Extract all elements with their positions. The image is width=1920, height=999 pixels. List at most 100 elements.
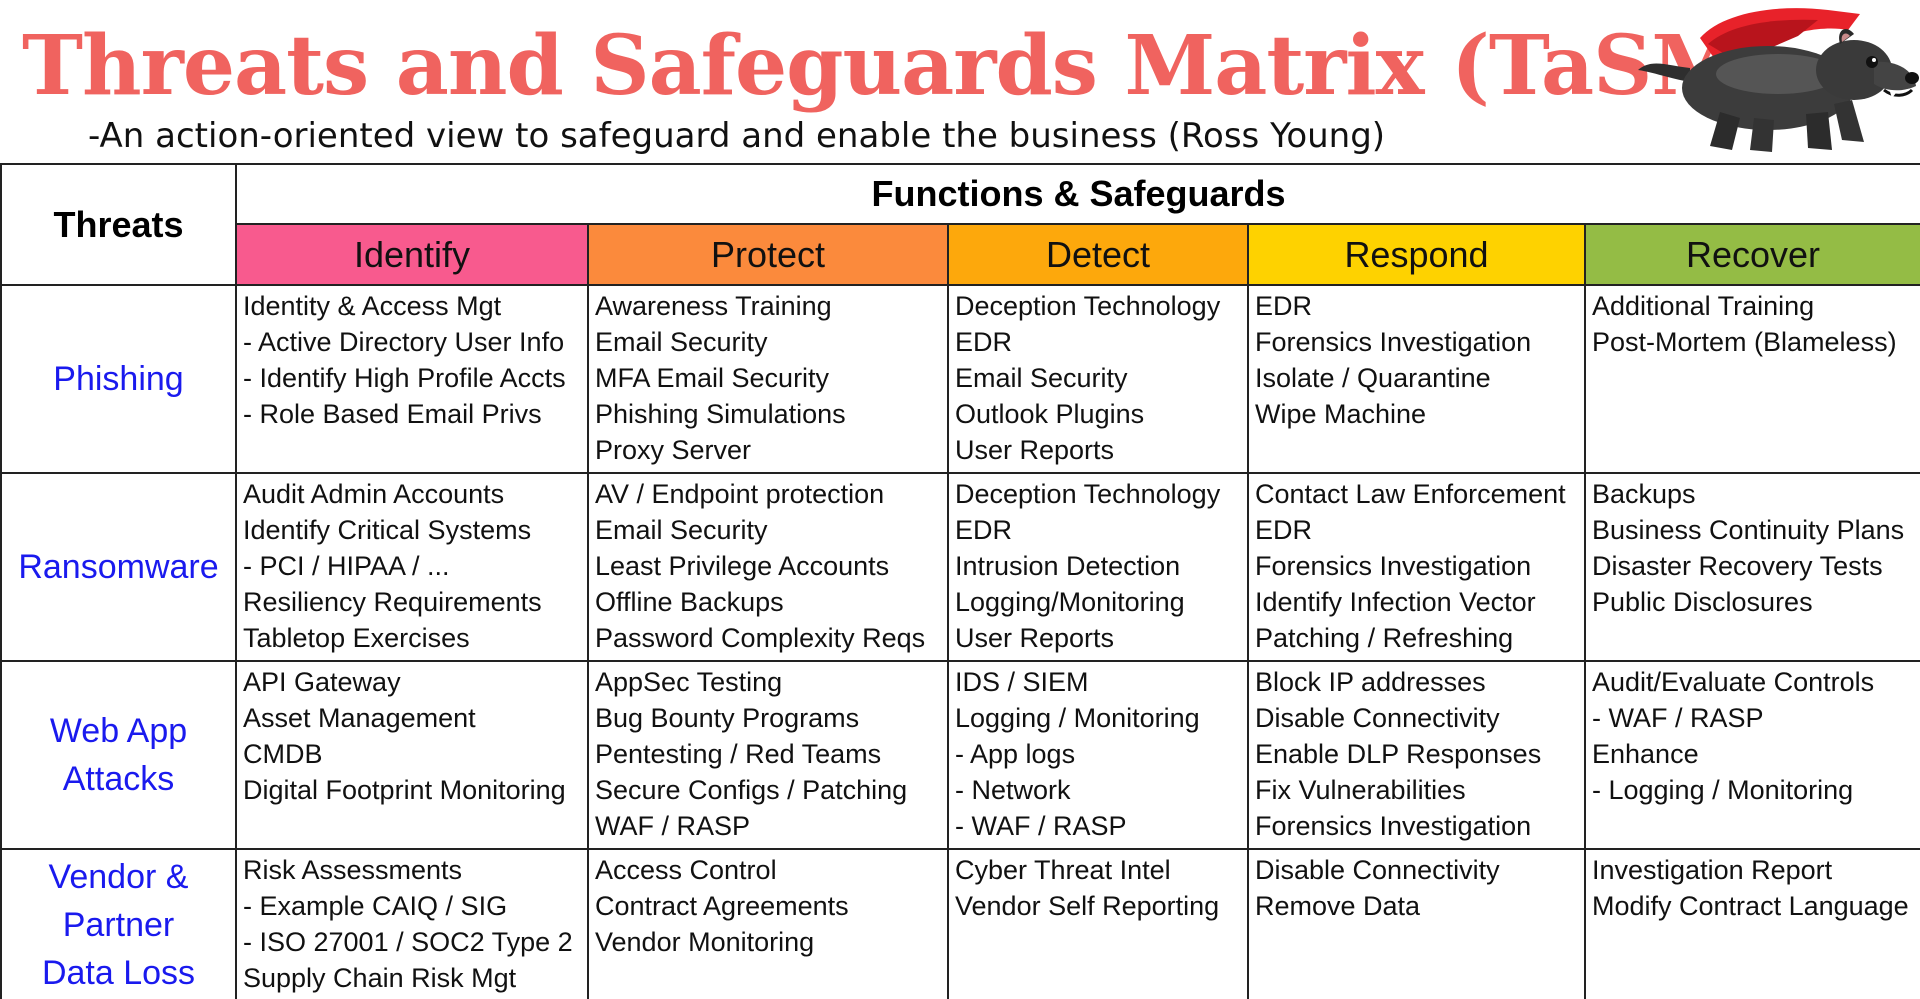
- safeguard-item: Password Complexity Reqs: [595, 623, 926, 653]
- safeguard-item: Asset Management: [243, 703, 476, 733]
- functions-safeguards-header: Functions & Safeguards: [234, 163, 1920, 225]
- safeguard-item: Deception Technology: [955, 291, 1221, 321]
- safeguard-cell-protect: Access Control Contract Agreements Vendor …: [587, 848, 949, 999]
- safeguard-cell-detect: Deception Technology EDR Email Security Out…: [947, 284, 1249, 474]
- safeguard-item: Logging/Monitoring: [955, 587, 1185, 617]
- safeguard-item: Deception Technology: [955, 479, 1221, 509]
- safeguard-item: IDS / SIEM: [955, 667, 1089, 697]
- safeguard-cell-recover: Audit/Evaluate Controls - WAF / RASP Enhan…: [1583, 660, 1920, 850]
- safeguard-item: - App logs: [955, 739, 1076, 769]
- safeguard-item: Business Continuity Plans: [1592, 515, 1905, 545]
- function-header-protect: Protect: [587, 223, 949, 286]
- safeguard-item: EDR: [955, 515, 1013, 545]
- safeguard-item: Logging / Monitoring: [955, 703, 1200, 733]
- safeguard-item: WAF / RASP: [595, 811, 751, 841]
- safeguard-item: User Reports: [955, 623, 1115, 653]
- safeguard-item: Post-Mortem (Blameless): [1592, 327, 1897, 357]
- safeguard-item: AV / Endpoint protection: [595, 479, 885, 509]
- safeguard-item: Additional Training: [1592, 291, 1815, 321]
- function-header-identify: Identify: [235, 223, 589, 286]
- threat-cell: Phishing: [0, 284, 237, 474]
- safeguard-item: Fix Vulnerabilities: [1255, 775, 1466, 805]
- threat-label: Phishing: [53, 360, 184, 398]
- safeguard-item: Public Disclosures: [1592, 587, 1813, 617]
- tasmanian-devil-mascot-icon: [1638, 8, 1919, 152]
- safeguard-item: Audit Admin Accounts: [243, 479, 505, 509]
- safeguard-item: Email Security: [955, 363, 1128, 393]
- safeguard-item: Email Security: [595, 515, 768, 545]
- safeguard-item: Cyber Threat Intel: [955, 855, 1171, 885]
- safeguard-item: MFA Email Security: [595, 363, 830, 393]
- threats-column-header: Threats: [0, 163, 237, 286]
- table-row: Vendor & Partner Data Loss Risk Assessments…: [0, 848, 1920, 999]
- function-header-recover: Recover: [1583, 223, 1920, 286]
- safeguard-item: User Reports: [955, 435, 1115, 465]
- safeguard-item: Modify Contract Language: [1592, 891, 1909, 921]
- threat-label: Data Loss: [41, 954, 196, 992]
- safeguard-item: - Example CAIQ / SIG: [243, 891, 508, 921]
- safeguard-item: Digital Footprint Monitoring: [243, 775, 566, 805]
- safeguard-item: Backups: [1592, 479, 1696, 509]
- threat-label: Vendor &: [48, 858, 189, 896]
- safeguard-item: Contact Law Enforcement: [1255, 479, 1566, 509]
- safeguard-item: - Active Directory User Info: [243, 327, 565, 357]
- safeguard-cell-protect: Awareness Training Email Security MFA Emai…: [587, 284, 949, 474]
- matrix-body: Phishing Identity & Access Mgt - Active Di…: [0, 284, 1920, 999]
- safeguard-item: Remove Data: [1255, 891, 1421, 921]
- safeguard-item: EDR: [1255, 515, 1313, 545]
- safeguard-item: API Gateway: [243, 667, 401, 697]
- safeguard-item: Disable Connectivity: [1255, 703, 1500, 733]
- safeguard-item: Forensics Investigation: [1255, 327, 1532, 357]
- safeguard-cell-detect: Cyber Threat Intel Vendor Self Reporting: [947, 848, 1249, 999]
- safeguard-item: - Logging / Monitoring: [1592, 775, 1854, 805]
- safeguard-cell-respond: EDR Forensics Investigation Isolate / Quar…: [1247, 284, 1586, 474]
- safeguard-item: - Network: [955, 775, 1071, 805]
- safeguard-cell-identify: Risk Assessments - Example CAIQ / SIG - IS…: [235, 848, 589, 999]
- safeguard-item: Block IP addresses: [1255, 667, 1486, 697]
- safeguard-cell-recover: Backups Business Continuity Plans Disaster…: [1583, 472, 1920, 662]
- safeguard-item: Vendor Self Reporting: [955, 891, 1220, 921]
- safeguard-item: Identity & Access Mgt: [243, 291, 502, 321]
- safeguard-item: Pentesting / Red Teams: [595, 739, 882, 769]
- safeguard-item: Secure Configs / Patching: [595, 775, 908, 805]
- safeguard-cell-protect: AV / Endpoint protection Email Security Le…: [587, 472, 949, 662]
- safeguard-item: Investigation Report: [1592, 855, 1833, 885]
- safeguard-item: Resiliency Requirements: [243, 587, 542, 617]
- safeguard-item: Disaster Recovery Tests: [1592, 551, 1883, 581]
- safeguard-item: Enhance: [1592, 739, 1699, 769]
- header-row-functions: Threats Functions & Safeguards: [0, 163, 1920, 286]
- safeguard-item: Awareness Training: [595, 291, 832, 321]
- safeguard-item: Tabletop Exercises: [243, 623, 470, 653]
- function-header-detect: Detect: [947, 223, 1249, 286]
- threat-cell: Ransomware: [0, 472, 237, 662]
- safeguard-item: EDR: [955, 327, 1013, 357]
- safeguard-cell-protect: AppSec Testing Bug Bounty Programs Pentest…: [587, 660, 949, 850]
- safeguard-item: - ISO 27001 / SOC2 Type 2: [243, 927, 573, 957]
- safeguard-item: - WAF / RASP: [955, 811, 1127, 841]
- safeguard-item: Wipe Machine: [1255, 399, 1427, 429]
- safeguard-item: Identify Infection Vector: [1255, 587, 1536, 617]
- safeguard-cell-respond: Contact Law Enforcement EDR Forensics Inve…: [1247, 472, 1586, 662]
- safeguard-item: Phishing Simulations: [595, 399, 846, 429]
- safeguard-item: - PCI / HIPAA / ...: [243, 551, 450, 581]
- safeguard-item: CMDB: [243, 739, 323, 769]
- safeguard-item: Supply Chain Risk Mgt: [243, 963, 517, 993]
- safeguard-cell-detect: IDS / SIEM Logging / Monitoring - App logs…: [947, 660, 1249, 850]
- safeguard-cell-recover: Investigation Report Modify Contract Lang…: [1583, 848, 1920, 999]
- threat-label: Ransomware: [18, 548, 219, 586]
- table-row: Phishing Identity & Access Mgt - Active Di…: [0, 284, 1920, 474]
- threat-label: Partner: [62, 906, 175, 944]
- safeguard-item: - Role Based Email Privs: [243, 399, 542, 429]
- safeguard-item: - Identify High Profile Accts: [243, 363, 566, 393]
- safeguard-item: Offline Backups: [595, 587, 784, 617]
- threat-label: Attacks: [62, 760, 175, 798]
- safeguard-item: Forensics Investigation: [1255, 551, 1532, 581]
- safeguard-item: Proxy Server: [595, 435, 752, 465]
- safeguard-item: Isolate / Quarantine: [1255, 363, 1491, 393]
- safeguard-item: Intrusion Detection: [955, 551, 1181, 581]
- table-row: Ransomware Audit Admin Accounts Identify C…: [0, 472, 1920, 662]
- threat-cell: Web App Attacks: [0, 660, 237, 850]
- threat-label: Web App: [49, 712, 188, 750]
- safeguard-item: - WAF / RASP: [1592, 703, 1764, 733]
- safeguard-item: Bug Bounty Programs: [595, 703, 860, 733]
